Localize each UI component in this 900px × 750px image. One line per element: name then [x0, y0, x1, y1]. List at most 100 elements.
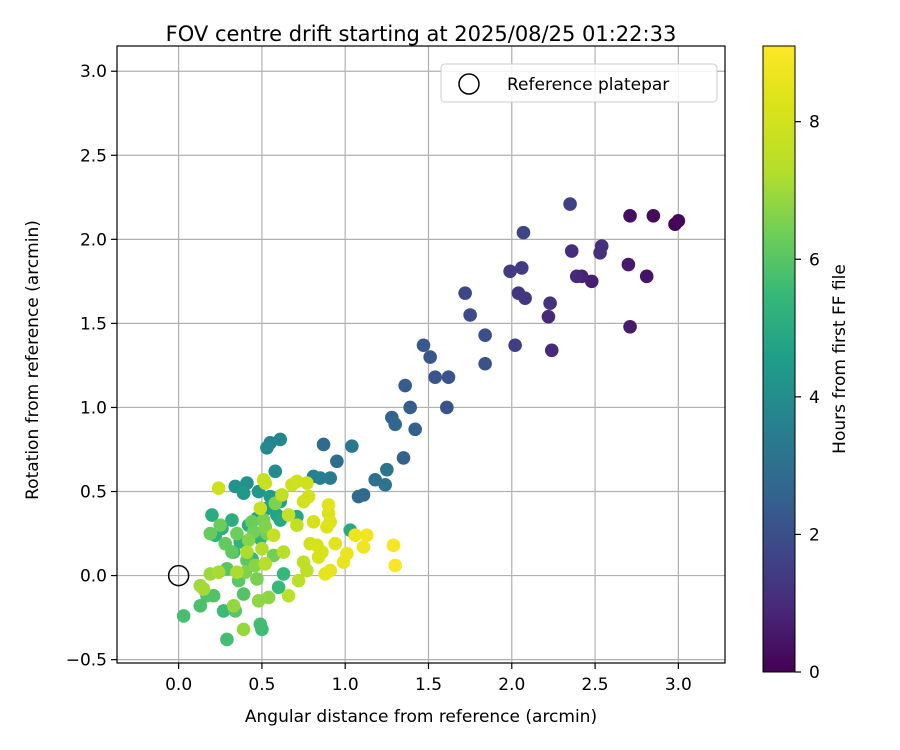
data-point: [428, 370, 442, 384]
data-point: [248, 558, 263, 573]
legend: Reference platepar: [440, 63, 718, 103]
data-point: [306, 514, 321, 529]
data-point: [463, 308, 477, 322]
data-point: [241, 533, 256, 548]
data-point: [398, 378, 412, 393]
data-point: [623, 209, 637, 223]
chart-title: FOV centre drift starting at 2025/08/25 …: [166, 22, 677, 46]
legend-reference-marker: [458, 73, 480, 95]
data-point: [291, 573, 306, 588]
data-point: [348, 528, 363, 543]
data-point: [563, 197, 577, 211]
y-tick-label: 3.0: [80, 62, 107, 82]
y-tick-label: 2.5: [80, 146, 107, 166]
data-point: [646, 209, 661, 223]
data-point: [230, 526, 244, 541]
legend-box: [440, 63, 718, 103]
colorbar-gradient: [762, 45, 796, 673]
data-point: [593, 245, 607, 260]
data-point: [351, 489, 366, 504]
data-point: [275, 488, 289, 502]
data-point: [253, 501, 268, 516]
data-point: [203, 526, 218, 541]
data-point: [311, 550, 326, 564]
data-point: [569, 269, 584, 284]
data-point: [423, 350, 437, 364]
data-point: [508, 338, 522, 353]
y-axis-label: Rotation from reference (arcmin): [23, 220, 43, 500]
data-point: [340, 546, 354, 561]
y-axis-ticks: −0.5 0.0 0.5 1.0 1.5 2.0 2.5 3.0: [66, 62, 117, 671]
colorbar-tick-label: 4: [809, 388, 820, 408]
data-point: [300, 476, 314, 490]
data-point: [290, 474, 304, 489]
data-point: [564, 244, 579, 258]
y-tick-label: 2.0: [80, 230, 107, 250]
data-points: [176, 197, 686, 647]
plot-frame: [116, 45, 726, 664]
data-point: [213, 518, 228, 532]
data-point: [276, 567, 291, 581]
data-point: [211, 481, 226, 495]
data-point: [543, 296, 557, 311]
colorbar: 0 2 4 6 8 Hours from first FF file: [762, 45, 850, 683]
data-point: [251, 593, 266, 608]
data-point: [205, 508, 219, 522]
data-point: [276, 545, 291, 559]
y-tick-label: −0.5: [66, 651, 107, 671]
data-point: [271, 580, 286, 595]
data-point: [290, 518, 304, 532]
data-point: [245, 514, 259, 529]
data-point: [516, 225, 531, 240]
data-point: [301, 489, 316, 504]
data-point: [323, 471, 338, 485]
x-tick-label: 0.5: [248, 675, 275, 695]
data-point: [258, 557, 273, 571]
data-point: [514, 261, 529, 275]
data-point: [396, 451, 411, 465]
data-point: [478, 356, 492, 371]
data-point: [388, 558, 402, 573]
data-point: [236, 622, 251, 637]
data-point: [321, 498, 336, 512]
legend-label-reference: Reference platepar: [507, 75, 669, 95]
data-point: [250, 572, 264, 586]
data-point: [544, 343, 559, 358]
x-tick-label: 1.0: [332, 675, 359, 695]
data-point: [255, 541, 269, 556]
data-point: [639, 269, 654, 284]
data-point: [623, 319, 637, 334]
x-tick-label: 2.5: [582, 675, 609, 695]
grid-lines: [117, 46, 725, 663]
data-point: [323, 514, 338, 529]
x-tick-label: 2.0: [498, 675, 525, 695]
colorbar-tick-label: 2: [809, 525, 820, 545]
data-point: [268, 464, 283, 479]
y-tick-label: 0.0: [80, 567, 107, 587]
x-axis-label: Angular distance from reference (arcmin): [245, 707, 597, 727]
data-point: [220, 632, 234, 647]
data-point: [193, 599, 208, 613]
data-point: [196, 582, 211, 596]
data-point: [258, 520, 273, 534]
data-point: [441, 370, 456, 384]
data-point: [356, 540, 371, 554]
data-point: [403, 400, 417, 415]
data-point: [253, 617, 268, 632]
data-point: [218, 536, 233, 551]
x-axis-ticks: 0.0 0.5 1.0 1.5 2.0 2.5 3.0: [165, 663, 692, 695]
y-tick-label: 1.0: [80, 398, 107, 418]
colorbar-ticks: 0 2 4 6 8: [795, 113, 820, 683]
data-point: [458, 286, 472, 300]
data-point: [281, 588, 296, 603]
colorbar-tick-label: 0: [809, 663, 820, 683]
data-point: [478, 328, 492, 342]
data-point: [316, 437, 331, 452]
reference-point-marker: [167, 564, 190, 587]
x-tick-label: 1.5: [415, 675, 442, 695]
data-point: [226, 599, 241, 613]
data-point: [176, 609, 191, 623]
x-tick-label: 3.0: [665, 675, 692, 695]
colorbar-label: Hours from first FF file: [830, 264, 850, 454]
